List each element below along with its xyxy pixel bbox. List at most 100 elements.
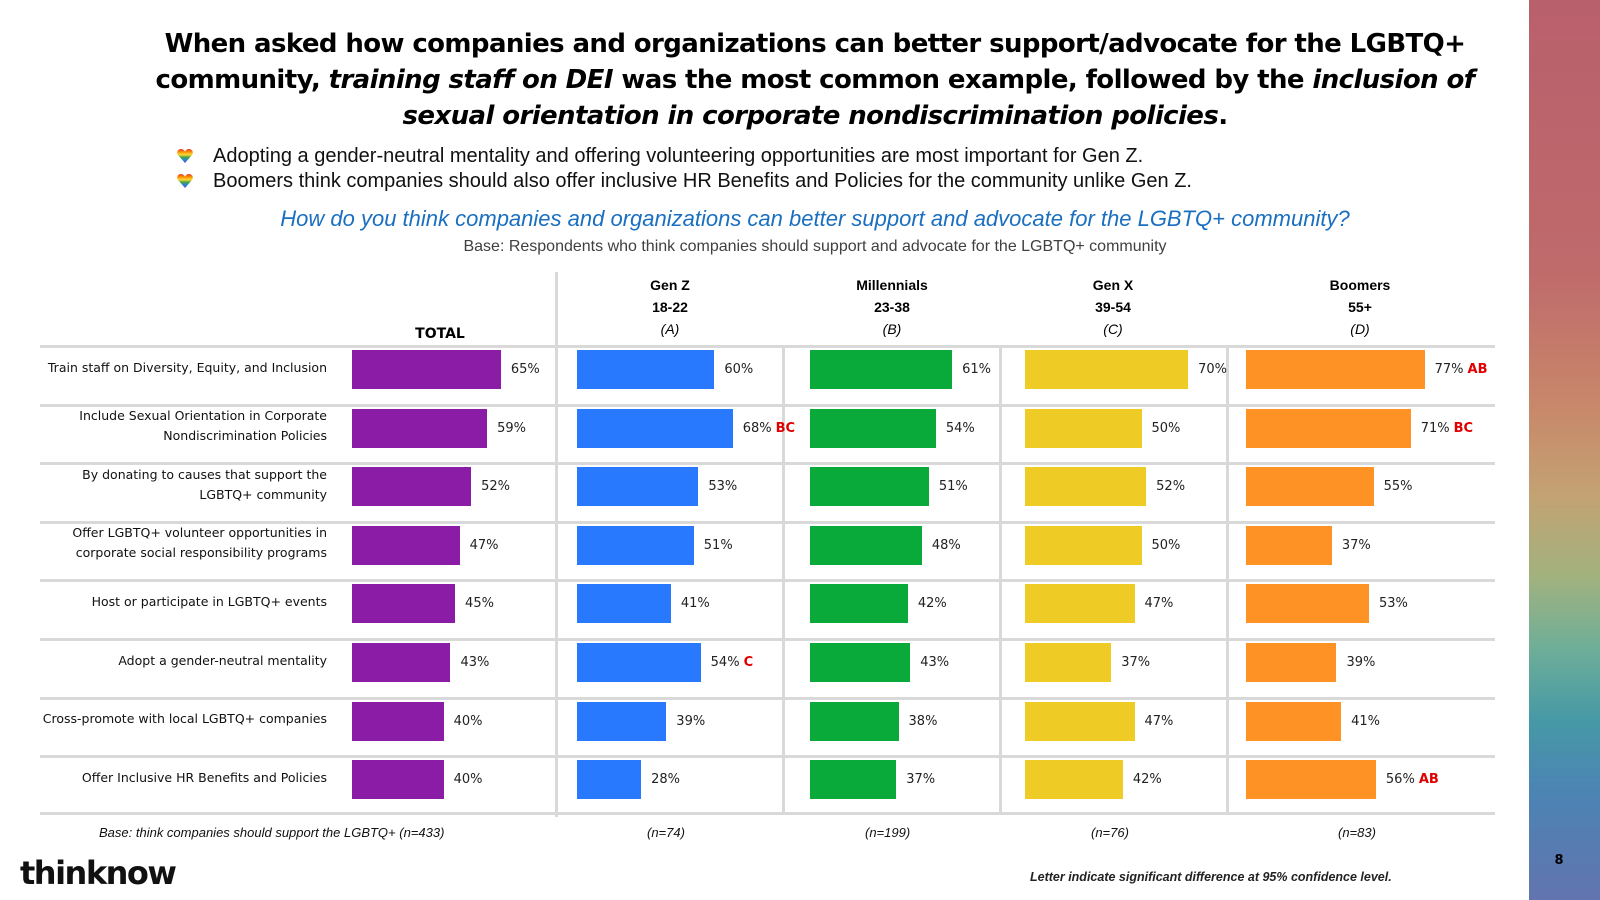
value-label: 52% <box>481 467 510 506</box>
value-label: 43% <box>920 643 949 682</box>
value-label: 56% AB <box>1386 760 1439 799</box>
bar-boomers <box>1246 584 1369 624</box>
value-text: 50% <box>1151 537 1181 553</box>
column-header-boomers: Boomers 55+ (D) <box>1280 274 1440 340</box>
key-finding: Adopting a gender-neutral mentality and … <box>177 144 1192 169</box>
value-text: 54% <box>945 420 975 436</box>
value-text: 65% <box>510 362 540 377</box>
value-text: 41% <box>1351 713 1381 729</box>
value-label: 37% <box>906 760 935 799</box>
significance-footnote: Letter indicate significant difference a… <box>1030 870 1392 884</box>
bar-gen-x <box>1025 643 1112 682</box>
row-separator <box>40 403 1495 407</box>
category-label: Offer Inclusive HR Benefits and Policies <box>81 769 327 785</box>
value-text: 43% <box>920 655 950 670</box>
value-label: 52% <box>1156 467 1185 506</box>
page-number: 8 <box>1554 853 1564 868</box>
base-count-total: Base: think companies should support the… <box>99 825 445 840</box>
bar-total <box>352 525 460 565</box>
value-text: 56% <box>1385 772 1415 788</box>
category-label: Include Sexual Orientation in Corporate … <box>79 408 327 444</box>
column-header-name: Gen X <box>1092 277 1134 293</box>
value-label: 38% <box>909 702 938 741</box>
value-text: 37% <box>906 772 936 788</box>
slide-title: When asked how companies and organizatio… <box>150 26 1480 134</box>
value-text: 40% <box>453 713 483 729</box>
value-text: 42% <box>917 596 947 612</box>
key-finding-text: Adopting a gender-neutral mentality and … <box>213 145 1144 167</box>
value-text: 70% <box>1198 362 1227 377</box>
value-label: 55% <box>1384 467 1413 506</box>
column-separator <box>1226 348 1229 814</box>
value-text: 48% <box>931 537 961 553</box>
value-text: 41% <box>680 596 710 612</box>
category-label: Adopt a gender-neutral mentality <box>118 652 327 668</box>
bar-total <box>352 643 451 682</box>
value-text: 39% <box>676 713 706 729</box>
column-header-millennials: Millennials 23-38 (B) <box>812 274 972 340</box>
bar-total <box>352 584 456 624</box>
column-header-name: Gen Z <box>650 277 690 293</box>
rainbow-heart-icon <box>177 149 193 163</box>
value-text: 47% <box>469 537 499 553</box>
bar-millennials <box>810 525 922 565</box>
value-label: 41% <box>1351 702 1380 741</box>
significance-letters: AB <box>1467 362 1488 377</box>
significance-letters: AB <box>1418 772 1439 788</box>
row-separator <box>40 345 1495 348</box>
bar-boomers <box>1246 525 1332 565</box>
column-header-age: 55+ <box>1348 299 1372 315</box>
bar-gen-x <box>1025 525 1142 565</box>
key-finding: Boomers think companies should also offe… <box>177 169 1192 194</box>
value-label: 70% <box>1198 350 1227 389</box>
column-header-total: TOTAL <box>415 326 465 342</box>
category-label: Train staff on Diversity, Equity, and In… <box>47 359 327 375</box>
value-label: 39% <box>1346 643 1375 682</box>
column-header-name: Boomers <box>1329 277 1391 293</box>
value-text: 45% <box>465 596 494 612</box>
bar-gen-x <box>1025 584 1135 624</box>
base-count-millennials: (n=199) <box>865 825 911 840</box>
bar-gen-z <box>577 701 667 741</box>
bar-gen-z <box>577 525 694 565</box>
value-text: 51% <box>703 537 733 553</box>
bar-boomers <box>1246 643 1337 682</box>
bar-gen-x <box>1025 350 1189 389</box>
bar-total <box>352 467 472 507</box>
value-label: 40% <box>454 760 483 799</box>
column-separator <box>999 348 1002 814</box>
column-header-age: 23-38 <box>874 299 910 315</box>
bar-millennials <box>810 408 936 448</box>
value-label: 61% <box>962 350 991 389</box>
bar-boomers <box>1246 467 1374 507</box>
row-separator <box>40 520 1495 524</box>
value-label: 51% <box>704 526 733 565</box>
value-text: 59% <box>497 420 527 436</box>
value-text: 47% <box>1144 596 1174 612</box>
value-text: 42% <box>1132 772 1162 788</box>
category-label: Offer LGBTQ+ volunteer opportunities in … <box>72 525 327 561</box>
value-text: 52% <box>1156 479 1186 495</box>
value-text: 47% <box>1144 713 1174 729</box>
bar-gen-z <box>577 408 733 448</box>
value-text: 40% <box>453 772 483 788</box>
column-header-letter: (D) <box>1350 321 1370 337</box>
bar-millennials <box>810 760 897 800</box>
row-separator <box>40 579 1495 583</box>
value-text: 68% <box>742 420 772 436</box>
value-text: 53% <box>1378 596 1408 612</box>
value-label: 53% <box>708 467 737 506</box>
bar-gen-x <box>1025 408 1142 448</box>
value-label: 54% C <box>711 643 753 682</box>
column-separator <box>555 272 558 817</box>
base-count-gen-x: (n=76) <box>1091 825 1129 840</box>
bar-millennials <box>810 701 899 741</box>
value-label: 50% <box>1152 526 1181 565</box>
bar-total <box>352 408 488 448</box>
bar-gen-x <box>1025 467 1147 507</box>
row-separator <box>40 696 1495 700</box>
rainbow-heart-icon <box>177 174 193 188</box>
value-text: 37% <box>1341 537 1371 553</box>
rainbow-gradient-strip <box>1529 0 1600 900</box>
value-label: 68% BC <box>743 409 795 448</box>
